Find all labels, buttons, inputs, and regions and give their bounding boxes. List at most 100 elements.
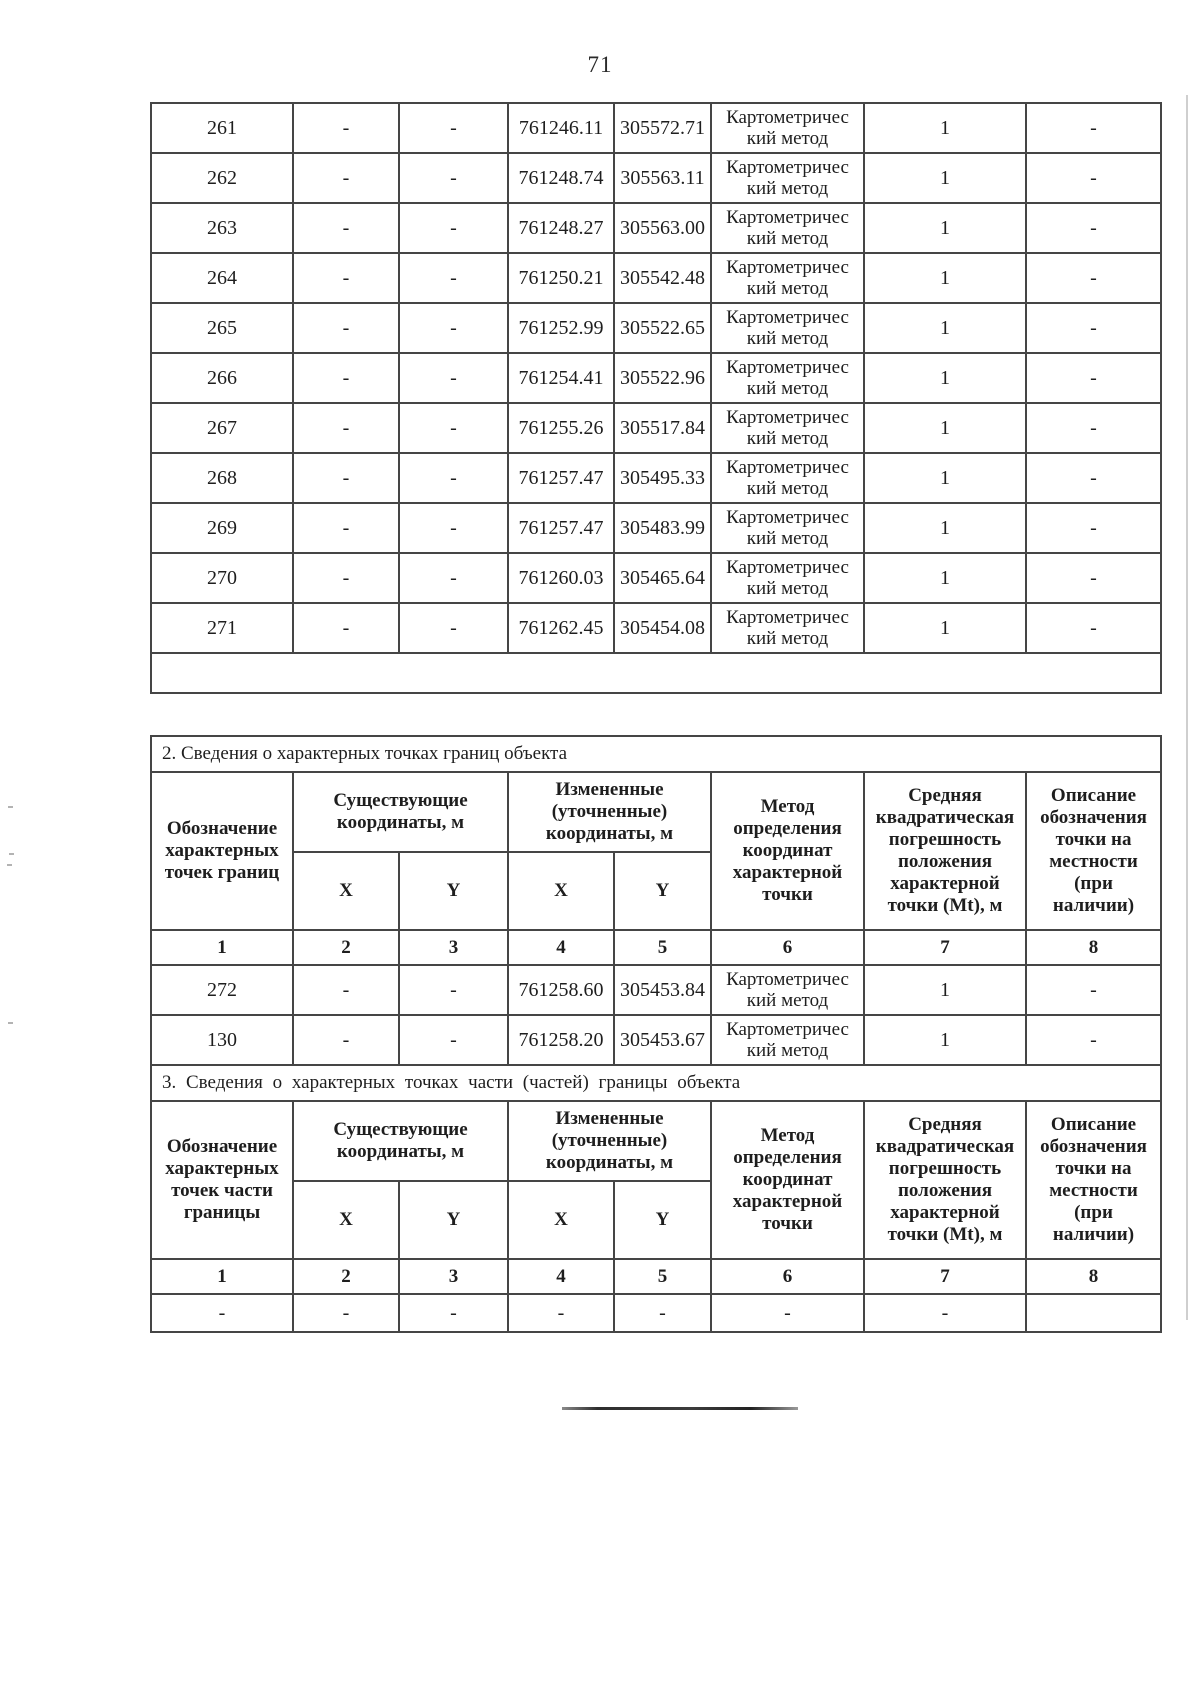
cell-changed-y: 305542.48: [613, 252, 712, 304]
header-x: X: [292, 1180, 400, 1260]
cell-existing-x: -: [292, 452, 400, 504]
cell-mt: 1: [863, 102, 1027, 154]
header-y: Y: [613, 851, 712, 931]
cell-mt: 1: [863, 152, 1027, 204]
cell-existing-y: -: [398, 552, 509, 604]
column-number-cell: 5: [613, 929, 712, 966]
cell-changed-x: 761258.20: [507, 1014, 615, 1066]
cell-point-number: 261: [150, 102, 294, 154]
cell-existing-y: -: [398, 1014, 509, 1066]
section-3-header-row: Обозначение характерных точек части гран…: [150, 1100, 1163, 1260]
column-number-cell: 8: [1024, 929, 1163, 966]
table-row: 130 - - 761258.20 305453.67 Картометриче…: [150, 1014, 1163, 1066]
cell-description: -: [1025, 602, 1162, 654]
column-number-cell: 6: [710, 929, 865, 966]
cell-existing-x: -: [292, 302, 400, 354]
cell-method: Картометричес кий метод: [710, 452, 865, 504]
cell-changed-x: 761254.41: [507, 352, 615, 404]
table-row: 269 - - 761257.47 305483.99 Картометриче…: [150, 502, 1162, 554]
cell-point-number: 130: [150, 1014, 294, 1066]
cell-point-number: 265: [150, 302, 294, 354]
scan-artifact: [7, 864, 12, 866]
cell-description: -: [1024, 1014, 1163, 1066]
cell-changed-y: 305517.84: [613, 402, 712, 454]
column-number-cell: 6: [710, 1258, 865, 1295]
table-row: 268 - - 761257.47 305495.33 Картометриче…: [150, 452, 1162, 504]
cell-existing-x: -: [292, 1014, 400, 1066]
column-number-cell: 7: [863, 1258, 1027, 1295]
cell-method: Картометричес кий метод: [710, 102, 865, 154]
cell-point-number: -: [150, 1293, 294, 1333]
cell-method: Картометричес кий метод: [710, 202, 865, 254]
table-row: 263 - - 761248.27 305563.00 Картометриче…: [150, 202, 1162, 254]
cell-method: Картометричес кий метод: [710, 964, 865, 1016]
cell-point-number: 272: [150, 964, 294, 1016]
table-row: 264 - - 761250.21 305542.48 Картометриче…: [150, 252, 1162, 304]
cell-point-number: 271: [150, 602, 294, 654]
cell-existing-x: -: [292, 352, 400, 404]
section-3-empty-row: - - - - - - -: [150, 1293, 1163, 1333]
table-row: 266 - - 761254.41 305522.96 Картометриче…: [150, 352, 1162, 404]
cell-existing-x: -: [292, 502, 400, 554]
cell-changed-y: -: [613, 1293, 712, 1333]
cell-changed-x: 761248.27: [507, 202, 615, 254]
header-method: Метод определения координат характерной …: [710, 1100, 865, 1260]
cell-point-number: 270: [150, 552, 294, 604]
cell-existing-x: -: [292, 252, 400, 304]
cell-changed-y: 305495.33: [613, 452, 712, 504]
section-2-header-row: Обозначение характерных точек границ Сущ…: [150, 771, 1163, 931]
cell-mt: 1: [863, 302, 1027, 354]
cell-description: -: [1025, 352, 1162, 404]
header-y: Y: [613, 1180, 712, 1260]
header-existing-coords: Существующие координаты, м: [292, 1100, 509, 1182]
cell-existing-y: -: [398, 1293, 509, 1333]
cell-existing-y: -: [398, 202, 509, 254]
header-x: X: [507, 1180, 615, 1260]
column-number-cell: 5: [613, 1258, 712, 1295]
table-row: 271 - - 761262.45 305454.08 Картометриче…: [150, 602, 1162, 654]
cell-description: -: [1025, 202, 1162, 254]
section-2-title-row: 2. Сведения о характерных точках границ …: [149, 735, 1163, 773]
cell-method: Картометричес кий метод: [710, 552, 865, 604]
section-3-title-row: 3. Сведения о характерных точках части (…: [149, 1064, 1163, 1102]
header-x: X: [292, 851, 400, 931]
cell-existing-x: -: [292, 552, 400, 604]
cell-point-number: 269: [150, 502, 294, 554]
cell-method: Картометричес кий метод: [710, 302, 865, 354]
section-3-xy-row: X Y X Y: [151, 1180, 1161, 1260]
cell-mt: 1: [863, 352, 1027, 404]
cell-existing-x: -: [292, 964, 400, 1016]
points-table-body: 261 - - 761246.11 305572.71 Картометриче…: [150, 102, 1162, 654]
cell-mt: 1: [863, 202, 1027, 254]
header-existing-coords: Существующие координаты, м: [292, 771, 509, 853]
header-mt: Средняя квадратическая погрешность полож…: [863, 1100, 1027, 1260]
cell-method: Картометричес кий метод: [710, 152, 865, 204]
section-2-title: 2. Сведения о характерных точках границ …: [149, 735, 1163, 773]
table-row: 265 - - 761252.99 305522.65 Картометриче…: [150, 302, 1162, 354]
cell-point-number: 263: [150, 202, 294, 254]
cell-changed-x: 761252.99: [507, 302, 615, 354]
cell-changed-y: 305465.64: [613, 552, 712, 604]
cell-description: -: [1025, 152, 1162, 204]
cell-existing-y: -: [398, 252, 509, 304]
cell-mt: 1: [863, 452, 1027, 504]
separator-line: [562, 1407, 798, 1410]
cell-description: -: [1025, 402, 1162, 454]
cell-existing-x: -: [292, 1293, 400, 1333]
column-number-cell: 4: [507, 1258, 615, 1295]
points-table-continuation: 261 - - 761246.11 305572.71 Картометриче…: [150, 102, 1162, 694]
cell-point-number: 267: [150, 402, 294, 454]
cell-mt: 1: [863, 402, 1027, 454]
header-description: Описание обозначения точки на местности …: [1024, 771, 1163, 931]
column-number-cell: 7: [863, 929, 1027, 966]
section-2-column-numbers: 1 2 3 4 5 6 7 8: [150, 929, 1163, 966]
cell-existing-x: -: [292, 102, 400, 154]
cell-changed-y: 305572.71: [613, 102, 712, 154]
cell-changed-x: 761262.45: [507, 602, 615, 654]
cell-description: -: [1025, 302, 1162, 354]
cell-point-number: 264: [150, 252, 294, 304]
cell-changed-y: 305453.84: [613, 964, 712, 1016]
cell-changed-y: 305453.67: [613, 1014, 712, 1066]
cell-description: -: [1025, 452, 1162, 504]
cell-method: Картометричес кий метод: [710, 602, 865, 654]
